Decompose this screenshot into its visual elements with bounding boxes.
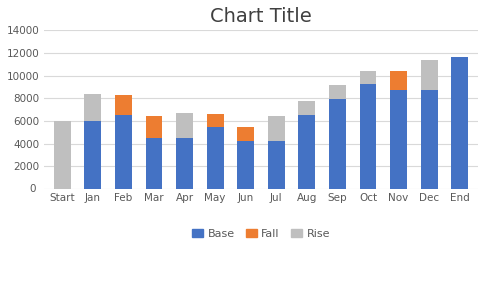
Bar bbox=[359, 71, 376, 83]
Bar bbox=[115, 95, 132, 115]
Bar bbox=[176, 113, 193, 138]
Bar bbox=[267, 116, 284, 141]
Title: Chart Title: Chart Title bbox=[210, 7, 311, 26]
Bar bbox=[298, 115, 315, 189]
Bar bbox=[298, 101, 315, 115]
Bar bbox=[237, 141, 254, 189]
Bar bbox=[389, 71, 406, 90]
Bar bbox=[237, 127, 254, 141]
Bar bbox=[206, 127, 223, 189]
Bar bbox=[328, 85, 345, 99]
Bar bbox=[267, 141, 284, 189]
Bar bbox=[420, 90, 437, 189]
Bar bbox=[328, 99, 345, 189]
Bar bbox=[359, 83, 376, 189]
Bar bbox=[115, 115, 132, 189]
Bar bbox=[451, 58, 467, 189]
Bar bbox=[145, 116, 162, 138]
Bar bbox=[176, 138, 193, 189]
Bar bbox=[54, 121, 71, 189]
Bar bbox=[84, 121, 101, 189]
Bar bbox=[389, 90, 406, 189]
Bar bbox=[206, 114, 223, 127]
Text: 0: 0 bbox=[30, 184, 36, 194]
Legend: Base, Fall, Rise: Base, Fall, Rise bbox=[187, 225, 334, 244]
Bar bbox=[84, 94, 101, 121]
Bar bbox=[145, 138, 162, 189]
Bar bbox=[420, 60, 437, 90]
